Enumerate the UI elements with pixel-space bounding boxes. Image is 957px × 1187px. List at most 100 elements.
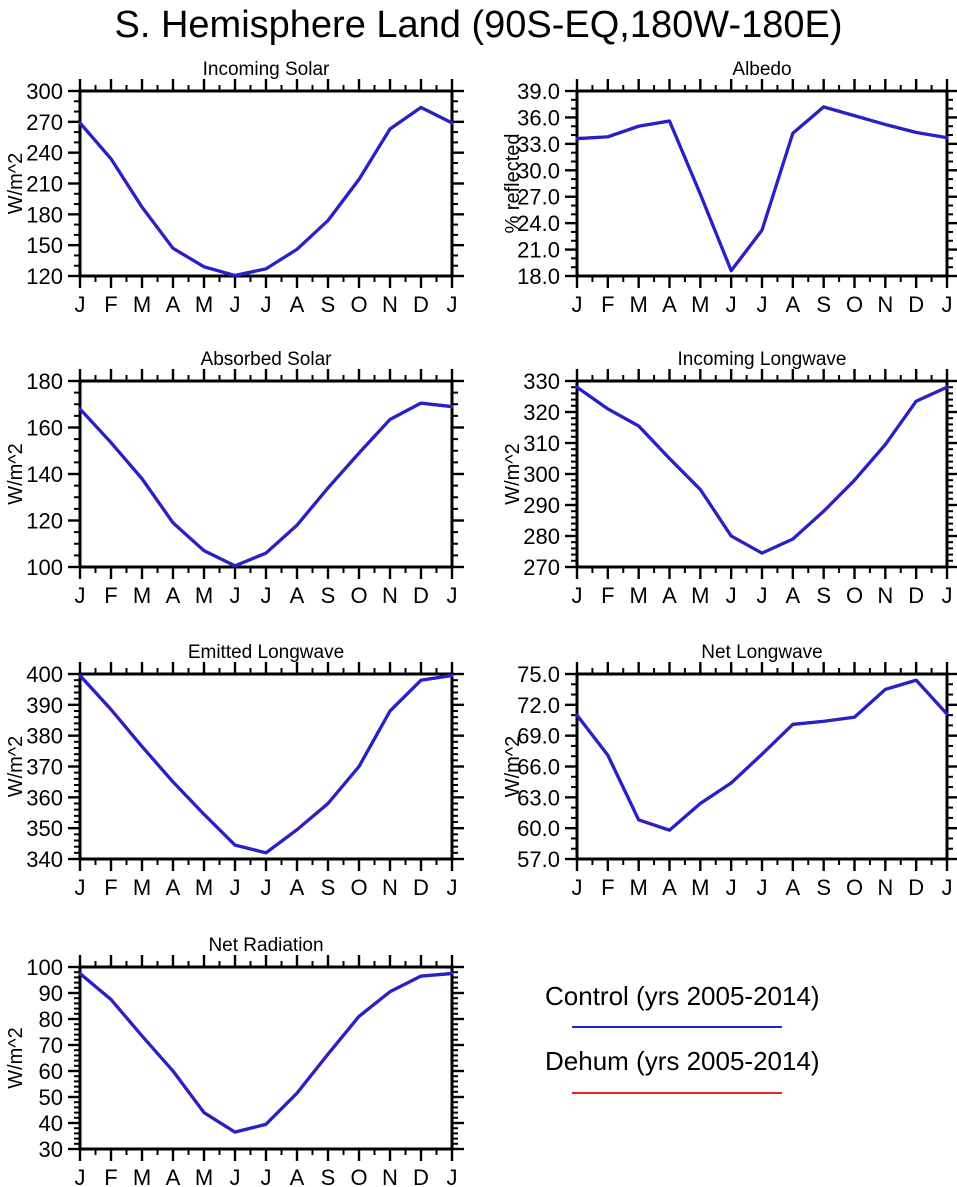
y-tick-labels: 57.0 60.0 63.0 66.0 69.0 72.0 75.0 xyxy=(517,662,560,872)
y-axis-title: W/m^2 xyxy=(5,736,27,798)
month-label: J xyxy=(572,875,583,900)
plot-frame xyxy=(78,379,454,569)
month-label: J xyxy=(447,583,458,608)
y-tick-label: 300 xyxy=(523,462,560,487)
month-label: D xyxy=(413,875,429,900)
month-label: F xyxy=(104,583,117,608)
axes xyxy=(68,955,464,1161)
month-label: O xyxy=(350,583,367,608)
month-label: F xyxy=(104,875,117,900)
month-label: N xyxy=(877,583,893,608)
y-tick-label: 210 xyxy=(26,172,63,197)
plot-frame xyxy=(575,379,949,569)
y-tick-label: 290 xyxy=(523,493,560,518)
month-label: D xyxy=(908,292,924,317)
chart-title: Incoming Longwave xyxy=(678,349,847,370)
y-tick-label: 60 xyxy=(39,1059,63,1084)
y-tick-label: 120 xyxy=(26,264,63,289)
y-tick-label: 66.0 xyxy=(517,755,560,780)
month-label: F xyxy=(104,1165,117,1187)
chart-title: Emitted Longwave xyxy=(188,642,344,663)
chart-title: Absorbed Solar xyxy=(201,349,333,370)
month-label: J xyxy=(726,292,737,317)
month-label: O xyxy=(350,292,367,317)
month-label: J xyxy=(261,875,272,900)
legend-label-control: Control (yrs 2005-2014) xyxy=(545,981,820,1011)
month-label: O xyxy=(846,583,863,608)
month-label: M xyxy=(691,292,709,317)
chart-title: Incoming Solar xyxy=(203,59,330,80)
y-tick-label: 24.0 xyxy=(517,211,560,236)
month-label: J xyxy=(572,292,583,317)
y-tick-label: 380 xyxy=(26,724,63,749)
month-label: J xyxy=(942,292,953,317)
y-tick-label: 70 xyxy=(39,1033,63,1058)
chart-net-longwave: Net Longwave 57.0 60.0 63.0 66.0 69.0 72.0 75.0… xyxy=(502,642,957,900)
plot-frame xyxy=(78,89,454,278)
y-tick-label: 150 xyxy=(26,233,63,258)
y-tick-label: 80 xyxy=(39,1007,63,1032)
y-tick-label: 69.0 xyxy=(517,724,560,749)
month-label: J xyxy=(757,875,768,900)
month-label: J xyxy=(447,1165,458,1187)
month-label: M xyxy=(691,583,709,608)
y-tick-label: 340 xyxy=(26,847,63,872)
y-tick-label: 30 xyxy=(39,1137,63,1162)
month-label: D xyxy=(413,583,429,608)
axes xyxy=(68,369,464,579)
month-label: N xyxy=(382,292,398,317)
y-tick-label: 300 xyxy=(26,79,63,104)
y-tick-labels: 120 150 180 210 240 270 300 xyxy=(26,79,63,289)
plot-frame xyxy=(78,672,454,861)
month-label: F xyxy=(601,875,614,900)
plot-frame xyxy=(575,89,949,278)
chart-title: Albedo xyxy=(732,59,791,80)
month-label: N xyxy=(382,583,398,608)
month-label: J xyxy=(230,583,241,608)
month-label: M xyxy=(195,292,213,317)
month-label: N xyxy=(877,292,893,317)
month-label: S xyxy=(816,292,831,317)
series-line-dehum xyxy=(78,971,454,1134)
axes xyxy=(565,369,957,579)
axes xyxy=(68,79,464,288)
month-label: J xyxy=(230,292,241,317)
month-label: J xyxy=(261,583,272,608)
month-label: M xyxy=(630,292,648,317)
month-label: S xyxy=(321,1165,336,1187)
series-line-control xyxy=(575,105,949,273)
axes xyxy=(565,79,957,288)
month-label: M xyxy=(195,1165,213,1187)
y-tick-label: 280 xyxy=(523,524,560,549)
month-label: A xyxy=(662,875,677,900)
y-tick-label: 120 xyxy=(26,509,63,534)
chart-title: Net Longwave xyxy=(701,642,822,663)
series-line-dehum xyxy=(78,673,454,855)
y-tick-labels: 270 280 290 300 310 320 330 xyxy=(523,369,560,580)
month-label: O xyxy=(350,875,367,900)
series-line-control xyxy=(78,673,454,855)
month-label: A xyxy=(166,1165,181,1187)
y-tick-label: 180 xyxy=(26,202,63,227)
month-label: A xyxy=(166,292,181,317)
series-line-control xyxy=(78,401,454,568)
y-tick-label: 240 xyxy=(26,141,63,166)
month-label: D xyxy=(413,292,429,317)
legend-label-dehum: Dehum (yrs 2005-2014) xyxy=(545,1046,820,1076)
y-tick-label: 33.0 xyxy=(517,132,560,157)
month-label: M xyxy=(133,875,151,900)
y-tick-label: 36.0 xyxy=(517,105,560,130)
month-label: A xyxy=(290,875,305,900)
y-tick-label: 50 xyxy=(39,1085,63,1110)
month-label: D xyxy=(908,875,924,900)
y-tick-label: 60.0 xyxy=(517,816,560,841)
month-label: J xyxy=(230,875,241,900)
month-label: M xyxy=(195,583,213,608)
y-tick-label: 310 xyxy=(523,431,560,456)
month-label: S xyxy=(816,875,831,900)
